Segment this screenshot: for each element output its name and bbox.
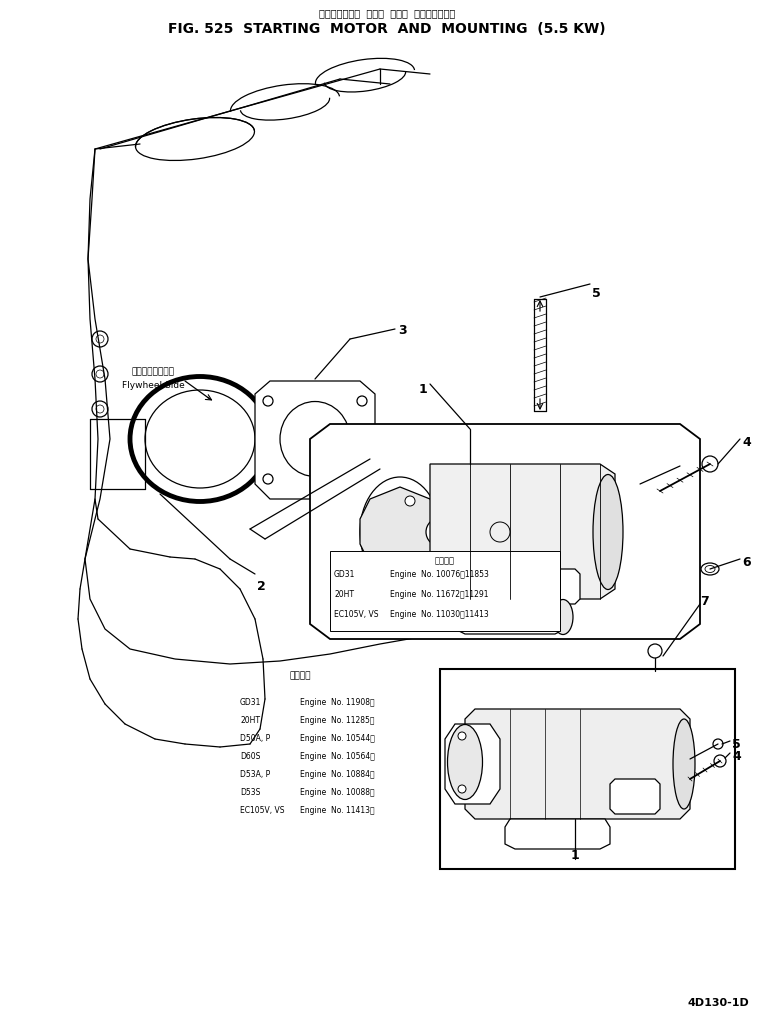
Text: 1: 1 xyxy=(570,848,580,861)
Text: 7: 7 xyxy=(700,594,709,607)
Polygon shape xyxy=(255,382,375,499)
Circle shape xyxy=(713,739,723,749)
Text: D60S: D60S xyxy=(240,751,260,760)
Polygon shape xyxy=(430,465,615,599)
Text: Flywheel Side: Flywheel Side xyxy=(122,380,184,389)
Text: Engine  No. 10076～11853: Engine No. 10076～11853 xyxy=(390,570,489,579)
Polygon shape xyxy=(505,819,610,849)
Text: Engine  No. 11285～: Engine No. 11285～ xyxy=(300,715,375,725)
Ellipse shape xyxy=(553,600,573,635)
Text: D53S: D53S xyxy=(240,788,260,796)
Circle shape xyxy=(426,519,454,546)
Text: 2: 2 xyxy=(257,580,265,592)
Polygon shape xyxy=(455,599,565,635)
Polygon shape xyxy=(535,570,580,604)
Ellipse shape xyxy=(447,725,482,800)
Circle shape xyxy=(702,457,718,473)
Ellipse shape xyxy=(360,478,440,587)
Circle shape xyxy=(458,733,466,740)
Ellipse shape xyxy=(701,564,719,576)
Text: 20HT: 20HT xyxy=(334,589,354,598)
Bar xyxy=(330,551,560,632)
Text: 4: 4 xyxy=(732,749,741,762)
Bar xyxy=(440,669,735,869)
Circle shape xyxy=(648,644,662,658)
Text: D53A, P: D53A, P xyxy=(240,769,270,779)
Ellipse shape xyxy=(593,475,623,590)
Text: Engine  No. 10564～: Engine No. 10564～ xyxy=(300,751,375,760)
Text: EC105V, VS: EC105V, VS xyxy=(334,609,378,619)
Text: スターティング  モータ  および  マウンティング: スターティング モータ および マウンティング xyxy=(319,8,455,18)
Text: GD31: GD31 xyxy=(334,570,355,579)
Polygon shape xyxy=(445,725,500,804)
Polygon shape xyxy=(610,780,660,814)
Circle shape xyxy=(714,755,726,767)
Text: 適用号番: 適用号番 xyxy=(435,555,455,565)
Circle shape xyxy=(405,496,415,506)
Polygon shape xyxy=(360,487,440,578)
Ellipse shape xyxy=(673,719,695,809)
Text: 5: 5 xyxy=(592,286,601,300)
Text: Engine  No. 11908～: Engine No. 11908～ xyxy=(300,697,375,706)
Text: 油用号番: 油用号番 xyxy=(289,671,310,680)
Text: 5: 5 xyxy=(732,737,741,750)
Text: Engine  No. 10088～: Engine No. 10088～ xyxy=(300,788,375,796)
Text: Engine  No. 10884～: Engine No. 10884～ xyxy=(300,769,375,779)
Text: EC105V, VS: EC105V, VS xyxy=(240,805,285,814)
Text: Engine  No. 10544～: Engine No. 10544～ xyxy=(300,734,375,742)
Text: FIG. 525  STARTING  MOTOR  AND  MOUNTING  (5.5 KW): FIG. 525 STARTING MOTOR AND MOUNTING (5.… xyxy=(168,22,606,36)
Text: GD31: GD31 xyxy=(240,697,262,706)
Text: 3: 3 xyxy=(398,323,406,336)
Text: Engine  No. 11672～11291: Engine No. 11672～11291 xyxy=(390,589,488,598)
Polygon shape xyxy=(310,425,700,639)
Text: Engine  No. 11413～: Engine No. 11413～ xyxy=(300,805,375,814)
Polygon shape xyxy=(465,709,690,819)
Circle shape xyxy=(385,559,395,570)
Text: 6: 6 xyxy=(742,555,751,568)
Text: 20HT: 20HT xyxy=(240,715,260,725)
Text: 1: 1 xyxy=(418,382,427,395)
Circle shape xyxy=(458,786,466,793)
Text: 4: 4 xyxy=(742,435,751,448)
Text: フライホイール側: フライホイール側 xyxy=(132,367,174,376)
Text: Engine  No. 11030～11413: Engine No. 11030～11413 xyxy=(390,609,488,619)
Text: D50A, P: D50A, P xyxy=(240,734,270,742)
Text: 4D130-1D: 4D130-1D xyxy=(687,997,749,1007)
